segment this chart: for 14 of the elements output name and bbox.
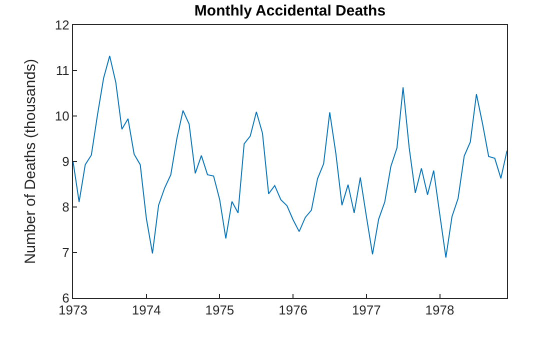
y-tick-label: 12: [54, 18, 70, 33]
y-tick-label: 11: [56, 63, 70, 78]
line-series: [73, 55, 507, 258]
x-tick-label: 1976: [278, 302, 308, 318]
x-tick-label: 1978: [425, 302, 454, 318]
y-tick-label: 10: [54, 108, 70, 124]
x-tick-label: 1977: [352, 302, 381, 318]
y-tick-label: 8: [62, 200, 70, 215]
x-tick-label: 1974: [132, 302, 161, 318]
y-axis-title: Number of Deaths (thousands): [22, 58, 40, 264]
y-tick-label: 7: [62, 245, 70, 260]
y-tick-label: 9: [62, 154, 70, 170]
chart-title: Monthly Accidental Deaths: [194, 2, 386, 20]
x-tick-label: 1975: [205, 302, 234, 318]
